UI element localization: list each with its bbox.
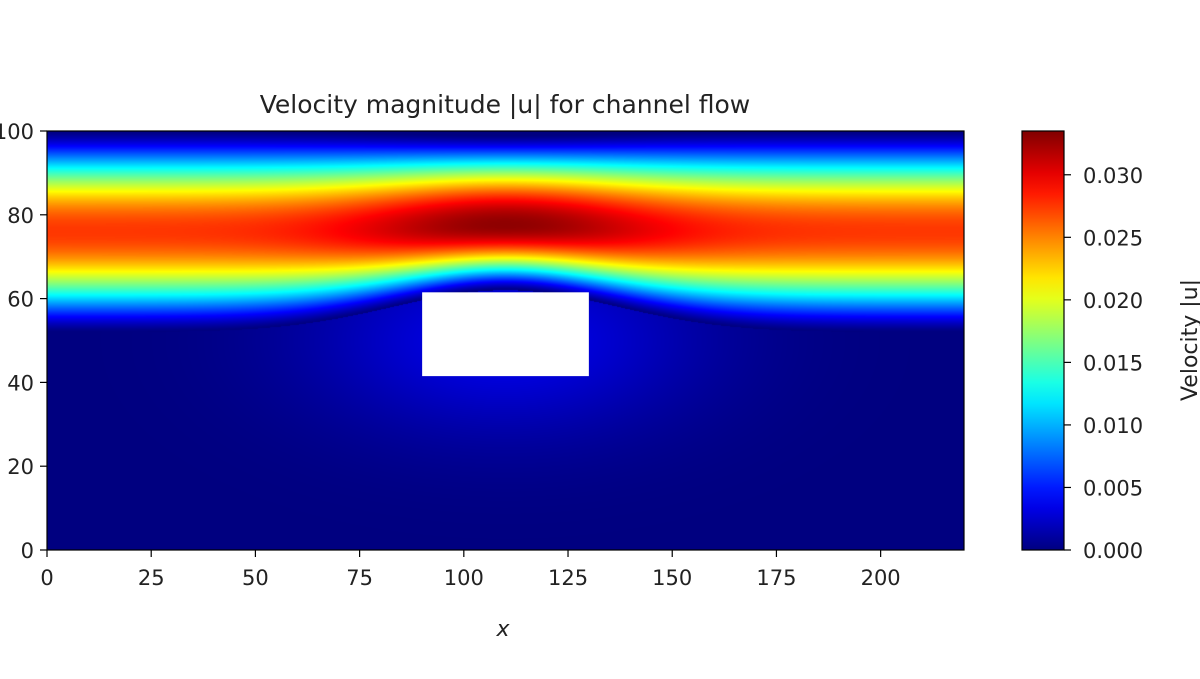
plot-frame xyxy=(46,130,965,551)
x-tick-label: 125 xyxy=(548,566,588,590)
x-tick-label: 75 xyxy=(346,566,373,590)
x-tick-label: 50 xyxy=(242,566,269,590)
colorbar-label: Velocity |u| xyxy=(1178,279,1200,401)
colorbar: 0.000 0.005 0.010 0.015 0.020 0.025 0.030 xyxy=(1021,130,1143,563)
colorbar-tick-label: 0.030 xyxy=(1083,164,1143,188)
y-tick-label: 100 xyxy=(0,120,34,144)
colorbar-frame xyxy=(1021,130,1065,551)
colorbar-ticks: 0.000 0.005 0.010 0.015 0.020 0.025 0.030 xyxy=(1064,164,1143,563)
colorbar-tick-label: 0.005 xyxy=(1083,476,1143,500)
x-tick-label: 100 xyxy=(444,566,484,590)
x-tick-label: 175 xyxy=(756,566,796,590)
x-tick-label: 25 xyxy=(138,566,165,590)
x-tick-label: 0 xyxy=(40,566,53,590)
y-tick-label: 20 xyxy=(7,455,34,479)
colorbar-tick-label: 0.015 xyxy=(1083,351,1143,375)
y-tick-label: 60 xyxy=(7,288,34,312)
y-axis: 0 20 40 60 80 100 xyxy=(0,120,47,563)
x-tick-label: 200 xyxy=(861,566,901,590)
y-tick-label: 0 xyxy=(21,539,34,563)
x-tick-label: 150 xyxy=(652,566,692,590)
y-tick-label: 40 xyxy=(7,371,34,395)
y-tick-label: 80 xyxy=(7,204,34,228)
colorbar-tick-label: 0.000 xyxy=(1083,539,1143,563)
obstacle-block xyxy=(422,292,589,377)
chart-title: Velocity magnitude |u| for channel flow xyxy=(260,90,751,119)
colorbar-tick-label: 0.020 xyxy=(1083,289,1143,313)
colorbar-tick-label: 0.010 xyxy=(1083,414,1143,438)
colorbar-fill xyxy=(1022,131,1064,550)
x-axis-label: x xyxy=(495,617,510,642)
x-axis: 0 25 50 75 100 125 150 175 200 xyxy=(40,550,901,590)
colorbar-tick-label: 0.025 xyxy=(1083,226,1143,250)
plot-area xyxy=(46,130,965,551)
